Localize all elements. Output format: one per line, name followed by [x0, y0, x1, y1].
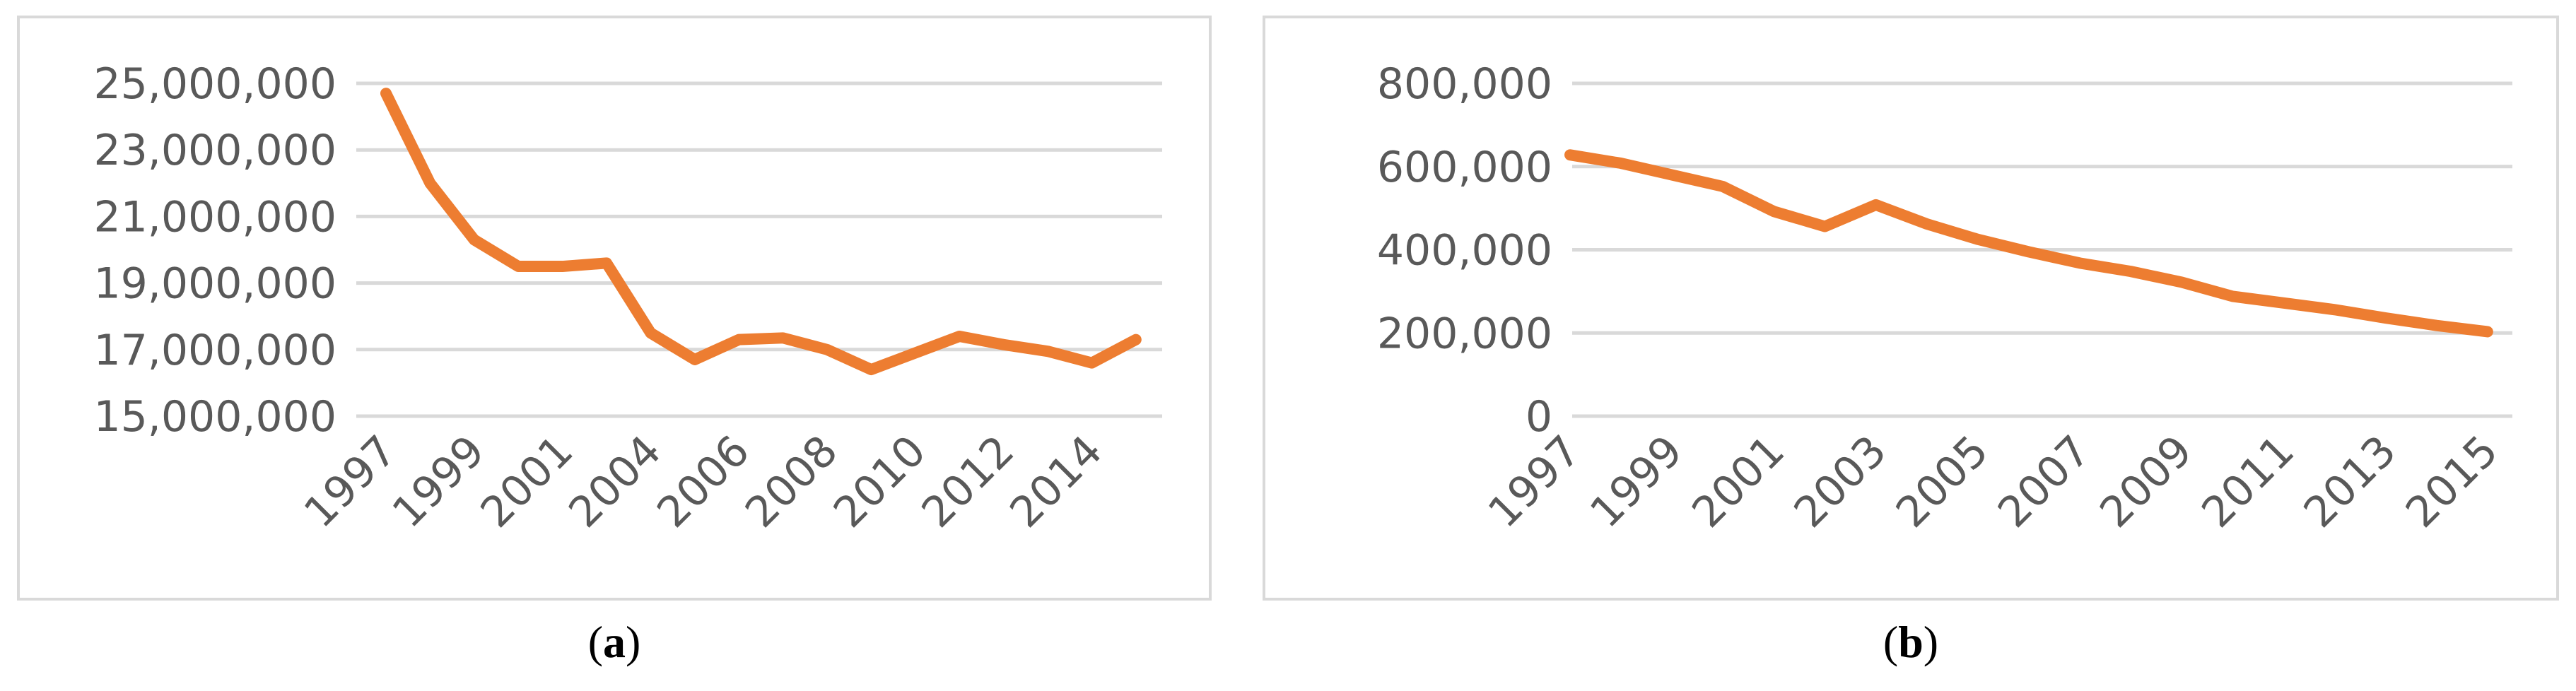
- y-tick-label: 800,000: [1377, 59, 1552, 109]
- x-tick-label: 1999: [383, 426, 494, 537]
- series-line: [380, 88, 1142, 376]
- data-point: [1926, 223, 1928, 225]
- caption-b-letter: b: [1898, 617, 1924, 667]
- y-tick-label: 400,000: [1377, 226, 1552, 276]
- data-point: [562, 266, 563, 267]
- x-tick-label: 2003: [1785, 426, 1896, 537]
- series-line: [1564, 149, 2493, 338]
- caption-a-letter: a: [603, 617, 626, 667]
- y-tick-label: 0: [1526, 392, 1552, 442]
- x-tick-label: 2009: [2090, 426, 2201, 537]
- x-tick-label: 2010: [824, 426, 935, 537]
- caption-b: (b): [1883, 617, 1939, 667]
- data-point: [2487, 331, 2488, 332]
- x-tick-label: 2013: [2295, 426, 2406, 537]
- x-tick-label: 2001: [1683, 426, 1794, 537]
- data-point: [1135, 339, 1137, 341]
- chart-a-plot: 15,000,000 17,000,000 19,000,000 21,000,000…: [93, 59, 1162, 538]
- chart-b-plot: 0200,000400,000600,000800,00019971999200…: [1377, 59, 2512, 538]
- x-tick-label: 2014: [1001, 426, 1112, 537]
- y-tick-label: 23,000,000: [93, 126, 336, 175]
- x-tick-label: 1997: [295, 426, 406, 537]
- data-point: [1003, 344, 1005, 346]
- y-tick-label: 600,000: [1377, 143, 1552, 192]
- data-point: [1875, 204, 1877, 206]
- data-point: [2283, 302, 2284, 304]
- data-point: [1620, 163, 1622, 164]
- x-tick-label: 2015: [2396, 426, 2507, 537]
- x-tick-label: 2001: [472, 426, 582, 537]
- y-tick-label: 21,000,000: [93, 192, 336, 242]
- x-tick-label: 2012: [913, 426, 1024, 537]
- data-point: [2232, 295, 2233, 297]
- x-tick-label: 2007: [1989, 426, 2100, 537]
- data-point: [2334, 309, 2335, 310]
- chart-panel-a: 15,000,000 17,000,000 19,000,000 21,000,000…: [17, 16, 1212, 601]
- x-tick-label: 2006: [648, 426, 759, 537]
- y-tick-label: 19,000,000: [93, 259, 336, 309]
- data-point: [694, 359, 696, 360]
- chart-panel-b: 0 200,000 400,000 600,000 800,000 1997 1999 200…: [1263, 16, 2559, 601]
- data-point: [1977, 239, 1979, 240]
- data-point: [2385, 317, 2387, 319]
- y-tick-label: 17,000,000: [93, 326, 336, 375]
- data-point: [429, 182, 431, 184]
- caption-a: (a): [587, 617, 641, 667]
- x-tick-label: 2005: [1887, 426, 1998, 537]
- x-tick-label: 2004: [560, 426, 671, 537]
- data-point: [2436, 325, 2437, 326]
- y-tick-label: 25,000,000: [93, 59, 336, 109]
- x-tick-label: 1997: [1479, 426, 1590, 537]
- y-tick-label: 15,000,000: [93, 392, 336, 442]
- x-tick-label: 1999: [1581, 426, 1692, 537]
- data-point: [385, 93, 387, 94]
- y-tick-label: 200,000: [1377, 309, 1552, 358]
- data-point: [826, 349, 828, 350]
- x-tick-label: 2008: [736, 426, 847, 537]
- x-tick-label: 2011: [2193, 426, 2304, 537]
- data-point: [517, 266, 519, 267]
- data-point: [1091, 362, 1092, 364]
